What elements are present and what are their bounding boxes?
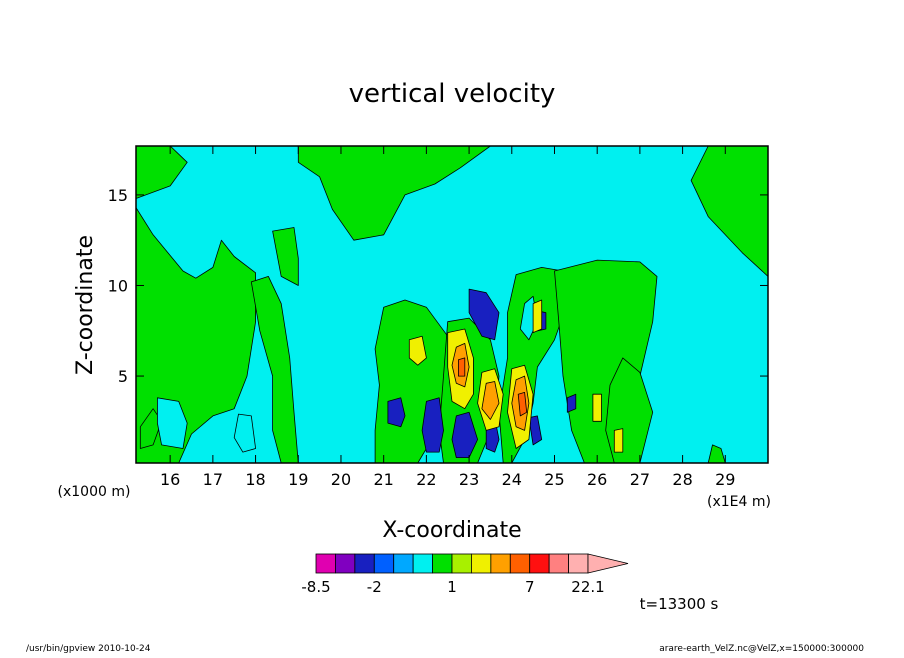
y-tick-label: 10	[108, 276, 128, 295]
colorbar-segment	[335, 553, 356, 574]
colorbar-segment	[529, 553, 550, 574]
colorbar-segment	[354, 553, 375, 574]
contour-region	[136, 146, 188, 199]
footer-left: /usr/bin/gpview 2010-10-24	[26, 644, 151, 654]
x-tick-label: 24	[502, 470, 522, 489]
colorbar-segment	[471, 553, 492, 574]
contour-region	[592, 393, 602, 422]
contour-regions	[136, 146, 768, 463]
colorbar-segment	[548, 553, 569, 574]
colorbar-label: -8.5	[301, 578, 330, 596]
x-tick-label: 27	[630, 470, 650, 489]
plot-area: 16 17 18 19 20 21 22 23 24 25 26 27 28 29 5 10 15	[108, 145, 769, 489]
x-axis-label: X-coordinate	[382, 518, 521, 543]
contour-region	[250, 275, 299, 463]
x-tick-label: 26	[587, 470, 607, 489]
colorbar-label: 1	[447, 578, 457, 596]
x-tick-label: 25	[544, 470, 564, 489]
contour-region	[297, 146, 491, 241]
contour-region	[468, 288, 500, 341]
x-unit-right: (x1E4 m)	[707, 494, 771, 510]
x-axis-ticks: 16 17 18 19 20 21 22 23 24 25 26 27 28 29	[160, 146, 735, 489]
time-label: t=13300 s	[640, 595, 719, 613]
contour-region	[408, 335, 427, 366]
x-tick-label: 19	[288, 470, 308, 489]
contour-region	[690, 146, 768, 277]
colorbar-label: -2	[367, 578, 382, 596]
colorbar-segment	[451, 553, 472, 574]
x-tick-label: 29	[715, 470, 735, 489]
colorbar-arrow	[587, 553, 629, 574]
contour-region	[233, 413, 257, 453]
colorbar-label: 22.1	[571, 578, 604, 596]
colorbar-segment	[432, 553, 453, 574]
colorbar	[315, 553, 629, 574]
contour-region	[457, 357, 466, 377]
y-axis-label: Z-coordinate	[73, 235, 98, 375]
colorbar-segment	[509, 553, 531, 574]
plot-frame	[135, 145, 769, 464]
colorbar-label: 7	[525, 578, 535, 596]
colorbar-segment	[393, 553, 414, 574]
y-tick-label: 5	[118, 367, 128, 386]
contour-region	[517, 391, 528, 417]
contour-region	[528, 415, 543, 446]
colorbar-segment	[412, 553, 433, 574]
contour-region	[139, 408, 163, 449]
contour-region	[421, 397, 444, 453]
colorbar-segment	[315, 553, 336, 574]
contour-region	[272, 227, 299, 286]
colorbar-labels: -8.5 -2 1 7 22.1	[301, 578, 604, 596]
x-tick-label: 22	[416, 470, 436, 489]
x-tick-label: 20	[331, 470, 351, 489]
colorbar-segment	[568, 553, 589, 574]
x-unit-left: (x1000 m)	[58, 484, 131, 500]
contour-region	[613, 428, 624, 453]
colorbar-segment	[373, 553, 395, 574]
contour-region	[566, 393, 577, 413]
x-tick-label: 18	[245, 470, 265, 489]
contour-region	[481, 381, 500, 420]
y-tick-label: 15	[108, 186, 128, 205]
contour-region	[532, 299, 543, 334]
x-tick-label: 17	[203, 470, 223, 489]
x-tick-label: 28	[672, 470, 692, 489]
x-tick-label: 16	[160, 470, 180, 489]
footer-right: arare-earth_VelZ.nc@VelZ,x=150000:300000	[659, 644, 864, 654]
contour-region	[707, 444, 726, 463]
chart-title: vertical velocity	[349, 79, 556, 109]
contour-region	[387, 397, 406, 428]
x-tick-label: 23	[459, 470, 479, 489]
y-axis-ticks: 5 10 15	[108, 186, 768, 386]
contour-region	[156, 397, 188, 449]
x-tick-label: 21	[373, 470, 393, 489]
colorbar-segment	[490, 553, 511, 574]
